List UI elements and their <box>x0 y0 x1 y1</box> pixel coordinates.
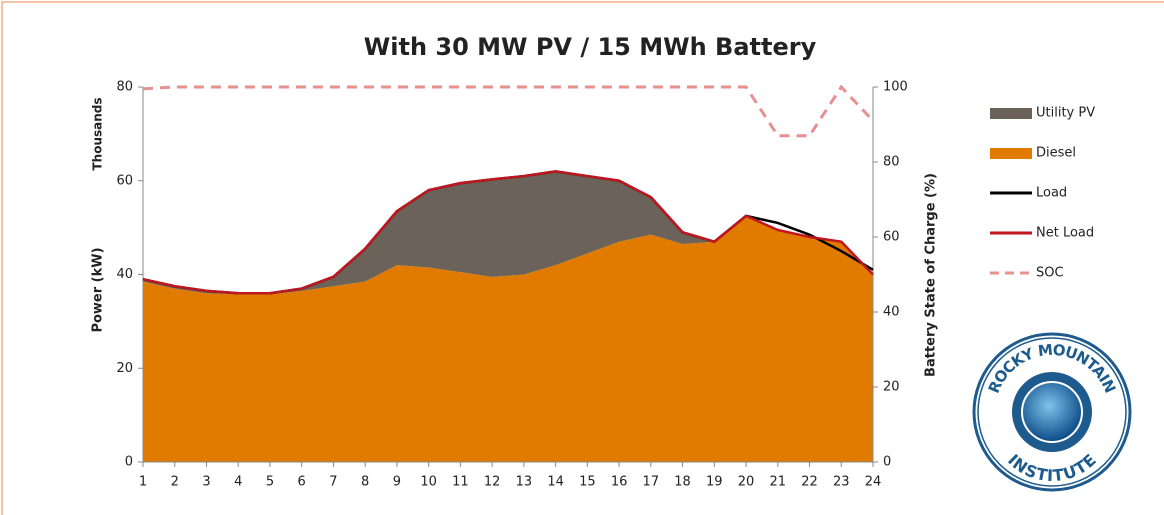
x-tick-label: 14 <box>547 475 564 490</box>
y-tick-label: 60 <box>116 173 133 188</box>
y-tick-label: 40 <box>116 267 133 282</box>
x-tick-label: 7 <box>329 475 337 490</box>
x-tick-label: 4 <box>234 475 242 490</box>
x-tick-label: 9 <box>393 475 401 490</box>
x-tick-label: 12 <box>484 475 501 490</box>
y-axis-label: Power (kW) <box>91 247 106 332</box>
x-tick-label: 6 <box>298 475 306 490</box>
y2-tick-label: 80 <box>883 155 900 170</box>
legend-label: Diesel <box>1036 146 1076 161</box>
x-tick-label: 23 <box>833 475 850 490</box>
x-tick-label: 5 <box>266 475 274 490</box>
y2-tick-label: 20 <box>883 380 900 395</box>
x-tick-label: 17 <box>643 475 660 490</box>
x-tick-label: 18 <box>674 475 691 490</box>
line <box>142 170 874 295</box>
x-tick-label: 15 <box>579 475 596 490</box>
y-unit-label: Thousands <box>91 97 105 170</box>
x-tick-label: 20 <box>738 475 755 490</box>
legend-label: Net Load <box>1036 226 1094 241</box>
legend-swatch <box>990 108 1032 119</box>
legend-label: Utility PV <box>1036 106 1095 121</box>
y2-axis-label: Battery State of Charge (%) <box>924 173 939 377</box>
y-tick-label: 20 <box>116 361 133 376</box>
y2-tick-label: 0 <box>883 455 891 470</box>
x-tick-label: 10 <box>420 475 437 490</box>
y-tick-label: 80 <box>116 80 133 95</box>
legend-label: SOC <box>1036 266 1064 281</box>
x-tick-label: 19 <box>706 475 723 490</box>
y2-tick-label: 100 <box>883 80 908 95</box>
x-tick-label: 3 <box>202 475 210 490</box>
x-tick-label: 21 <box>770 475 787 490</box>
x-tick-label: 13 <box>516 475 533 490</box>
chart-title: With 30 MW PV / 15 MWh Battery <box>364 33 817 61</box>
x-tick-label: 22 <box>801 475 818 490</box>
logo-globe <box>1021 381 1083 443</box>
area <box>143 215 873 462</box>
line <box>142 84 875 138</box>
y2-tick-label: 60 <box>883 230 900 245</box>
logo: ROCKY MOUNTAIN INSTITUTE <box>972 332 1132 492</box>
x-tick-label: 24 <box>865 475 882 490</box>
y2-tick-label: 40 <box>883 305 900 320</box>
logo-ring <box>977 337 1127 487</box>
y-tick-label: 0 <box>125 455 133 470</box>
x-tick-label: 8 <box>361 475 369 490</box>
x-tick-label: 2 <box>171 475 179 490</box>
x-tick-label: 1 <box>139 475 147 490</box>
legend-label: Load <box>1036 186 1067 201</box>
area <box>143 171 873 295</box>
x-tick-label: 16 <box>611 475 628 490</box>
legend-swatch <box>990 148 1032 159</box>
x-tick-label: 11 <box>452 475 469 490</box>
